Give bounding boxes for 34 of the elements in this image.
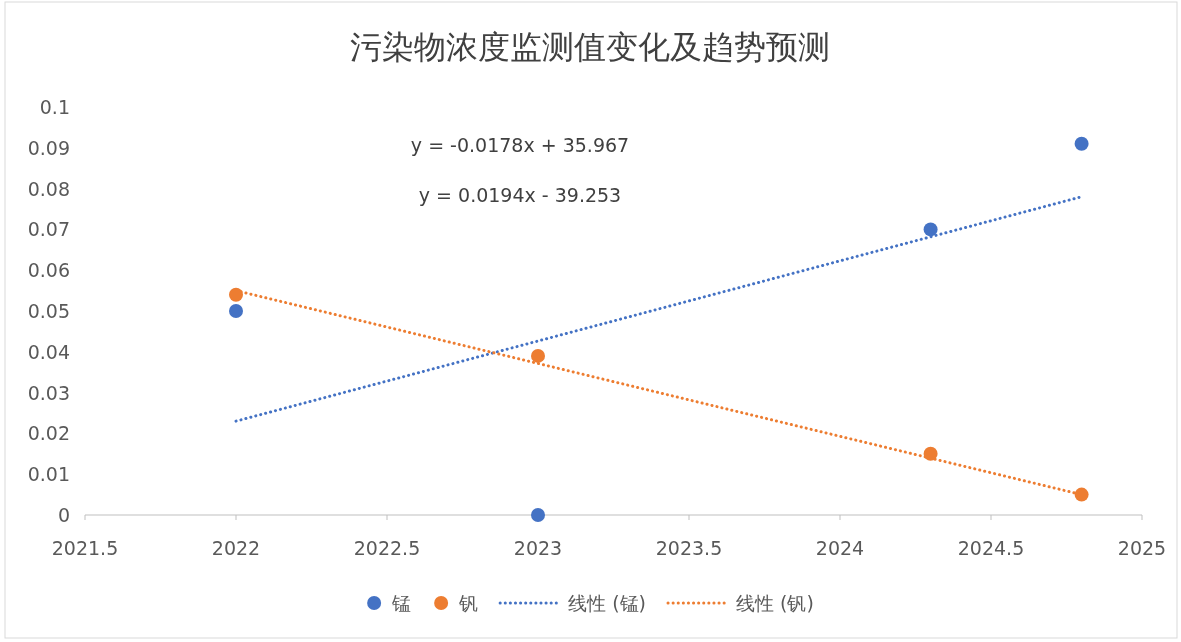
point [229,287,243,302]
x-tick-label: 2024.5 [957,537,1025,559]
y-tick-label: 0.05 [27,300,70,322]
point [229,304,243,318]
x-tick-label: 2025 [1117,537,1167,559]
point [923,222,938,237]
y-tick-label: 0.01 [27,463,70,486]
y-tick-label: 0.03 [27,381,70,404]
x-tick-label: 2022 [211,537,261,559]
x-tick-label: 2024 [815,537,865,559]
x-tick-label: 2023 [513,537,563,559]
x-tick-label: 2022.5 [353,537,421,559]
point [923,446,938,461]
y-tick-label: 0.07 [27,218,70,241]
x-tick-label: 2021.5 [51,537,119,559]
legend-label: 线性 (钒) [736,592,814,614]
point [531,348,545,363]
legend-label: 线性 (锰) [568,592,646,614]
y-tick-label: 0.09 [27,136,70,159]
annotation: y = 0.0194x - 39.253 [418,184,622,206]
y-tick-label: 0 [57,504,70,526]
y-tick-label: 0.06 [27,259,70,282]
annotation: y = -0.0178x + 35.967 [410,134,630,156]
x-tick-label: 2023.5 [655,537,723,559]
legend-label: 锰 [391,592,412,614]
y-tick-label: 0.02 [27,422,70,445]
y-tick-label: 0.08 [27,177,70,200]
point [531,508,545,522]
point [1074,136,1089,151]
y-tick-label: 0.04 [27,340,70,363]
legend-label: 钒 [458,592,479,614]
chart-title: 污染物浓度监测值变化及趋势预测 [350,28,830,66]
y-tick-label: 0.1 [39,96,70,118]
point [1074,487,1089,502]
